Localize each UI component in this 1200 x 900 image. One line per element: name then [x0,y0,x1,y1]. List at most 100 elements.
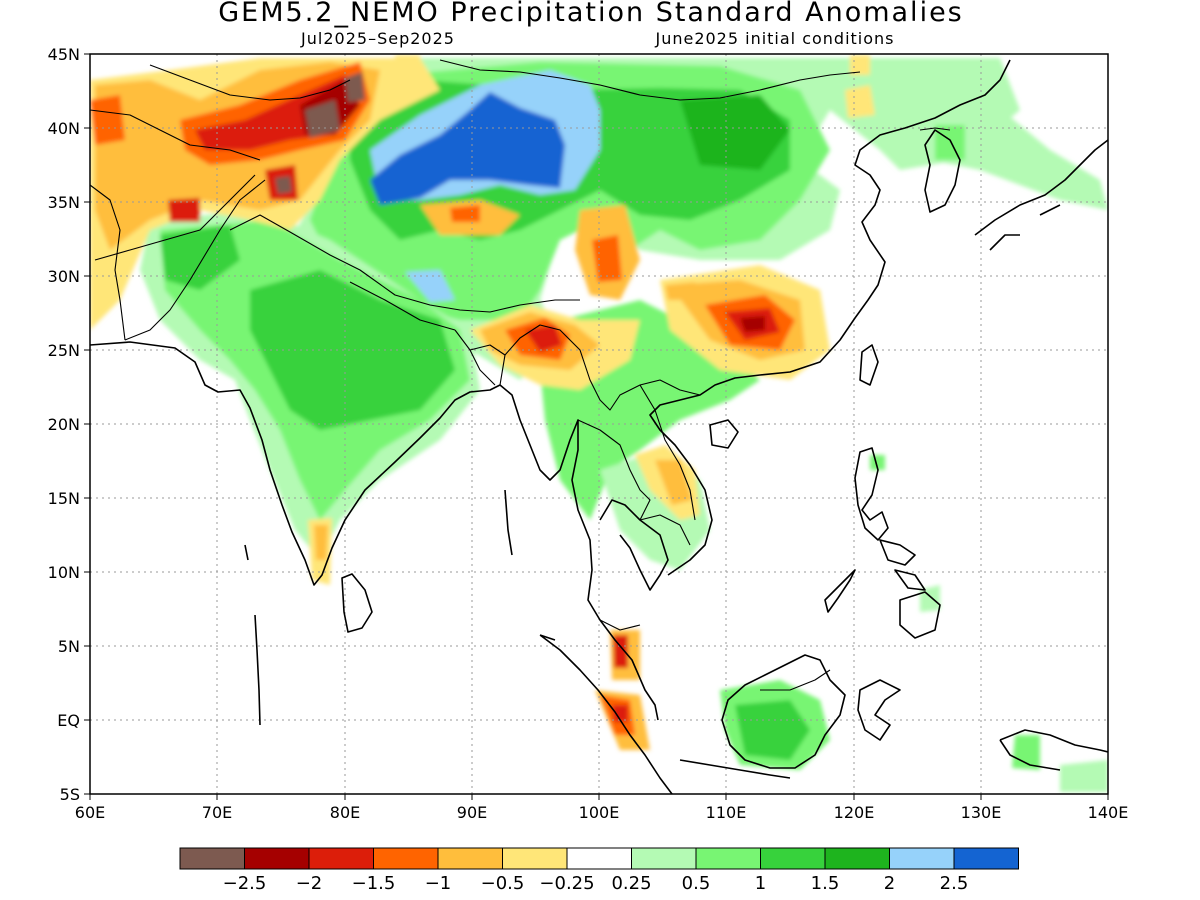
coastline-borneo [721,654,846,769]
field-mid-green-borneo [735,700,810,760]
axis-ticks [84,53,1109,800]
colorbar-labels: −2.5 −2 −1.5 −1 −0.5 −0.25 0.25 0.5 1 1.5 2 2.5 [223,873,969,894]
coastline-korea [924,129,961,213]
field-light-green-arafura [1060,760,1108,792]
border-central-asia-1 [90,109,261,161]
lon-label-60e: 60E [75,803,105,822]
period-label: Jul2025–Sep2025 [300,29,455,48]
border-korea-china [919,127,951,131]
latitude-labels: 5S EQ 5N 10N 15N 20N 25N 30N 35N 40N 45N [48,45,80,804]
border-thailand [577,419,651,521]
coastlines [90,59,1108,794]
border-afghanistan [94,174,256,261]
lat-label-10n: 10N [48,563,80,582]
initial-conditions-label: June2025 initial conditions [654,29,894,48]
colorbar-label-1: −2 [296,873,323,894]
colorbar-box-11 [889,847,955,870]
map-title: GEM5.2_NEMO Precipitation Standard Anoma… [218,0,964,28]
border-himalaya [229,214,580,313]
border-borneo [760,669,831,691]
coastline-sumatra [539,634,673,794]
border-laos-vietnam [639,384,696,521]
field-dark-orange-far-west [90,95,125,145]
colorbar: −2.5 −2 −1.5 −1 −0.5 −0.25 0.25 0.5 1 1.5 2 2.5 [179,847,1019,894]
colorbar-label-6: 0.25 [611,873,651,894]
colorbar-box-7 [631,847,697,870]
colorbar-label-9: 1.5 [811,873,840,894]
field-brown-pamir-2 [345,72,365,102]
border-cambodia [639,514,691,546]
field-mid-green-afghanistan [160,225,240,290]
coastline-sri-lanka [341,573,373,633]
coastline-bay-of-bengal-east [499,384,659,721]
lon-label-80e: 80E [330,803,360,822]
colorbar-box-4 [437,847,503,870]
border-central-asia-2 [149,64,351,101]
border-malaysia-thailand [599,619,641,631]
colorbar-box-2 [308,847,374,870]
colorbar-label-8: 1 [755,873,766,894]
field-dark-orange-tibet-west [450,205,480,222]
coastline-palawan [824,569,856,613]
country-borders [90,59,951,691]
field-orange-yunnan [665,282,698,300]
colorbar-box-0 [179,847,245,870]
lon-label-100e: 100E [579,803,620,822]
lat-label-5s: 5S [60,785,80,804]
lon-label-90e: 90E [457,803,487,822]
colorbar-box-6 [566,847,632,870]
colorbar-label-2: −1.5 [352,873,396,894]
lat-label-30n: 30N [48,267,80,286]
field-blue-tarim [370,92,565,205]
colorbar-label-5: −0.25 [539,873,594,894]
coastline-india [90,341,501,586]
field-light-orange-north-3 [395,55,420,70]
border-pakistan [124,179,266,341]
field-brown-kashmir [275,176,292,194]
field-orange-south-india [314,525,328,560]
border-india-bangladesh [454,329,506,386]
field-red-ne-india [525,325,562,352]
border-mongolia-south [439,59,861,101]
lon-label-70e: 70E [202,803,232,822]
colorbar-label-7: 0.5 [682,873,711,894]
colorbar-box-9 [760,847,826,870]
colorbar-box-3 [373,847,439,870]
coastline-gulf-of-thailand [599,499,669,591]
lat-label-35n: 35N [48,193,80,212]
coastline-luzon [854,447,889,541]
coastline-taiwan [859,344,879,386]
colorbar-box-8 [695,847,761,870]
field-green-korea [935,125,965,160]
coastline-java [679,759,791,779]
coastline-vietnam [649,59,1011,576]
colorbar-label-4: −0.5 [481,873,525,894]
field-red-sumatra [612,705,628,722]
field-dark-green-northeast [680,95,790,170]
field-red-afghanistan [168,198,200,222]
colorbar-box-1 [244,847,310,870]
colorbar-box-12 [953,847,1019,870]
lat-label-45n: 45N [48,45,80,64]
lon-label-110e: 110E [706,803,747,822]
field-green-new-guinea [1012,735,1040,770]
lat-label-5n: 5N [58,637,80,656]
colorbar-label-3: −1 [425,873,452,894]
colorbar-box-5 [502,847,568,870]
coastline-sulawesi [857,679,901,741]
coastline-visayas [879,539,926,591]
border-nepal-south [349,281,456,331]
lon-label-140e: 140E [1088,803,1129,822]
colorbar-box-10 [824,847,890,870]
lat-label-20n: 20N [48,415,80,434]
coastline-new-guinea [999,729,1108,771]
field-dark-red-south-china [740,316,765,332]
coastline-laccadives [244,544,249,561]
colorbar-label-10: 2 [884,873,895,894]
field-light-orange-northeast-1 [845,85,875,118]
colorbar-boxes [179,847,1019,870]
lat-label-25n: 25N [48,341,80,360]
field-mid-green-india [250,270,455,430]
longitude-labels: 60E 70E 80E 90E 100E 110E 120E 130E 140E [75,803,1129,822]
coastline-andaman [504,489,513,556]
